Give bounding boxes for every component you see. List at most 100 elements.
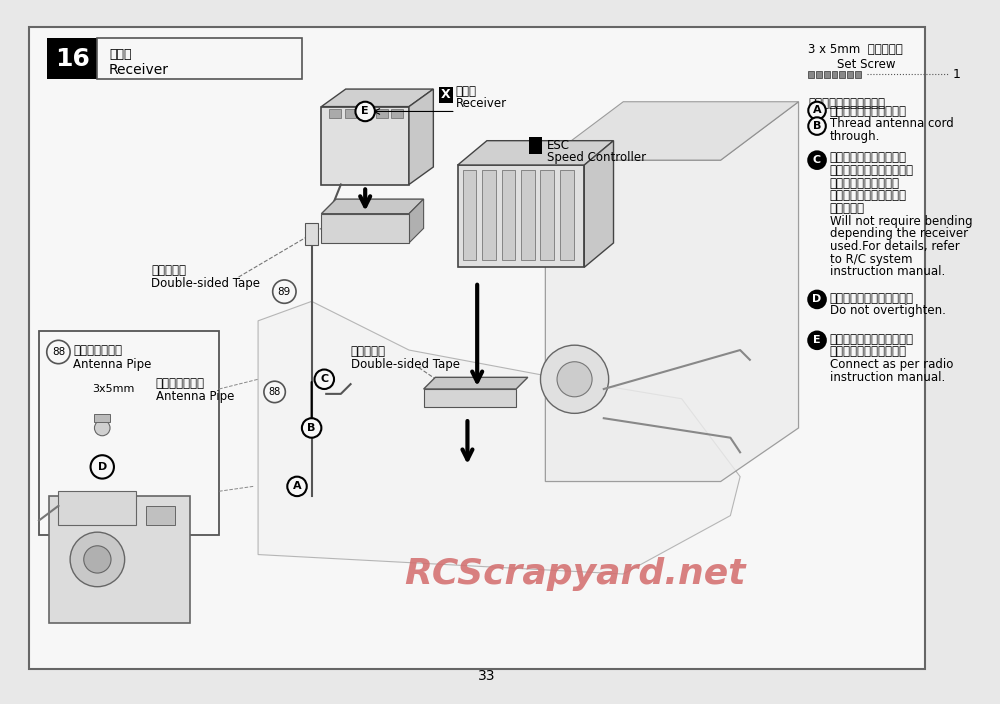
Bar [47,39,97,80]
Bar [458,165,584,268]
Text: Receiver: Receiver [109,63,169,77]
Text: D: D [812,294,822,304]
Bar [855,70,861,78]
Polygon shape [545,101,799,482]
Bar [816,70,822,78]
Circle shape [808,101,826,119]
Bar [824,70,830,78]
Circle shape [808,118,826,135]
Circle shape [94,420,110,436]
Bar [345,108,356,118]
Bar [839,70,845,78]
Text: プロポの説明書に従って: プロポの説明書に従って [830,189,907,202]
Bar [847,70,853,78]
Text: あまり強く締め込まない。: あまり強く締め込まない。 [830,291,914,305]
Bar [39,331,219,535]
Text: X: X [530,139,541,153]
Bar [360,108,372,118]
Text: 両面テープ: 両面テープ [351,345,386,358]
Circle shape [557,362,592,397]
Bar [808,70,814,78]
Text: depending the receiver: depending the receiver [830,227,968,240]
Text: アンテナパイプ: アンテナパイプ [156,377,205,390]
Text: B: B [307,423,316,433]
Text: 両面テープ: 両面テープ [151,265,186,277]
Bar [502,170,515,260]
Circle shape [355,101,375,121]
Text: Thread antenna cord: Thread antenna cord [830,118,953,130]
Text: through.: through. [830,130,880,143]
Text: C: C [813,155,821,165]
Text: ESC: ESC [547,139,570,152]
Text: A: A [293,482,301,491]
Bar [329,108,341,118]
Text: E: E [813,335,821,346]
Text: プロポの説明書を参考に、: プロポの説明書を参考に、 [830,332,914,346]
Text: D: D [98,462,107,472]
Text: は折り曲げずに取付ける。: は折り曲げずに取付ける。 [830,164,914,177]
Polygon shape [321,214,409,243]
Circle shape [70,532,125,586]
Polygon shape [458,141,614,165]
Circle shape [302,418,321,438]
Bar [321,106,409,184]
Circle shape [273,280,296,303]
Circle shape [91,455,114,479]
Polygon shape [424,389,516,406]
Bar [540,170,554,260]
Circle shape [808,151,826,169]
Polygon shape [321,199,424,214]
Text: 88: 88 [52,347,65,357]
Text: アンテナパイプ: アンテナパイプ [73,344,122,357]
Text: Set Screw: Set Screw [837,58,896,71]
Text: instruction manual.: instruction manual. [830,265,945,278]
Bar [58,491,136,525]
Polygon shape [409,199,424,243]
Text: 33: 33 [478,670,496,684]
Circle shape [808,332,826,349]
Bar [97,39,302,80]
Text: instruction manual.: instruction manual. [830,370,945,384]
Text: to R/C system: to R/C system [830,253,912,265]
Circle shape [315,370,334,389]
Text: Receiver: Receiver [456,97,507,110]
Text: X: X [441,89,451,101]
Text: RCScrapyard.net: RCScrapyard.net [404,557,745,591]
Bar [146,506,175,525]
Circle shape [540,345,609,413]
Bar [482,170,496,260]
Polygon shape [258,301,740,574]
Text: アンテナコードを通す。: アンテナコードを通す。 [808,97,885,110]
Text: Speed Controller: Speed Controller [547,151,646,164]
Bar [94,415,110,422]
Polygon shape [584,141,614,268]
Text: コネクターを接続する。: コネクターを接続する。 [830,345,907,358]
Text: B: B [813,121,821,131]
Circle shape [264,381,285,403]
Circle shape [47,340,70,364]
Text: 3 x 5mm  セットビス: 3 x 5mm セットビス [808,43,903,56]
Polygon shape [321,89,433,106]
Text: 受信機: 受信機 [109,49,132,61]
Text: 89: 89 [278,287,291,296]
Text: Do not overtighten.: Do not overtighten. [830,304,946,318]
Text: A: A [813,106,821,115]
Bar [463,170,476,260]
Text: Will not require bending: Will not require bending [830,215,972,227]
Text: Connect as per radio: Connect as per radio [830,358,953,371]
Text: 16: 16 [55,47,90,71]
Text: 使用する受信機によって: 使用する受信機によって [830,151,907,165]
Bar [376,108,388,118]
Text: 88: 88 [268,387,281,397]
Text: アンテナコードを通す。: アンテナコードを通す。 [830,105,907,118]
Bar [49,496,190,623]
Bar [560,170,574,260]
Text: used.For details, refer: used.For details, refer [830,240,959,253]
Circle shape [808,291,826,308]
Polygon shape [424,377,528,389]
Text: E: E [361,106,369,116]
Text: Antenna Pipe: Antenna Pipe [73,358,151,371]
Text: Double-sided Tape: Double-sided Tape [351,358,460,371]
Bar [305,223,318,245]
Text: Double-sided Tape: Double-sided Tape [151,277,260,290]
